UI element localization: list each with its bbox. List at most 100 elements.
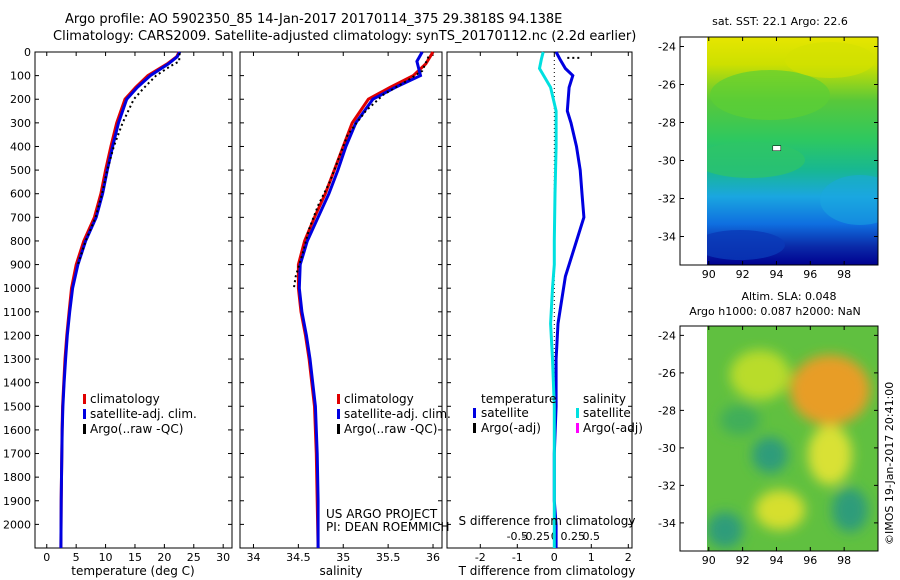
- y-tick-label: 1700: [3, 448, 31, 461]
- sla-title-line1: Altim. SLA: 0.048: [741, 290, 836, 303]
- header-line2: Climatology: CARS2009. Satellite-adjuste…: [53, 29, 637, 44]
- legend-label-s-argo: Argo(-adj): [583, 421, 643, 435]
- series-climatology: [59, 51, 181, 549]
- map-x-tick-label: 92: [736, 268, 750, 281]
- y-tick-label: 1100: [3, 306, 31, 319]
- y-tick-label: 1500: [3, 400, 31, 413]
- map-x-tick-label: 96: [803, 268, 817, 281]
- sla-map-image: [707, 326, 878, 551]
- legend-swatch-argo: [83, 424, 86, 434]
- y-tick-label: 1600: [3, 424, 31, 437]
- map-x-tick-label: 98: [837, 554, 851, 567]
- salinity-axes: [239, 51, 443, 549]
- x-tick-label: 35: [336, 551, 350, 564]
- legend-swatch-s-satellite: [576, 408, 579, 418]
- x-tick-label: 5: [73, 551, 80, 564]
- map-x-tick-label: 98: [837, 268, 851, 281]
- x-tick-label: -1: [512, 551, 523, 564]
- x-tick-label: 35.5: [376, 551, 401, 564]
- pi-annotation: PI: DEAN ROEMMICH: [326, 520, 449, 534]
- imos-credit: ©IMOS 19-Jan-2017 20:41:00: [883, 382, 896, 545]
- map-x-tick-label: 90: [702, 554, 716, 567]
- x-tick-label: 2: [625, 551, 632, 564]
- y-tick-label: 0: [24, 46, 31, 59]
- legend-label-climatology: climatology: [344, 392, 414, 406]
- y-tick-label: 500: [10, 164, 31, 177]
- legend-label-satellite: satellite-adj. clim.: [344, 407, 451, 421]
- project-annotation: US ARGO PROJECT: [326, 507, 438, 521]
- legend-swatch-t-satellite: [473, 408, 476, 418]
- y-tick-label: 1000: [3, 282, 31, 295]
- legend-swatch-climatology: [83, 394, 86, 404]
- x-tick-label: 25: [187, 551, 201, 564]
- sst-title: sat. SST: 22.1 Argo: 22.6: [712, 15, 848, 28]
- map-y-tick-label: -26: [658, 79, 676, 92]
- y-tick-label: 1200: [3, 329, 31, 342]
- y-tick-label: 300: [10, 117, 31, 130]
- map-x-tick-label: 90: [702, 268, 716, 281]
- map-y-tick-label: -28: [658, 117, 676, 130]
- x-tick-label: 15: [128, 551, 142, 564]
- y-tick-label: 1900: [3, 495, 31, 508]
- difference-legend: temperature salinity satellite Argo(-adj…: [473, 392, 643, 435]
- sst-map-image: [707, 37, 878, 265]
- legend-label-argo: Argo(..raw -QC): [344, 422, 437, 436]
- legend-label-argo: Argo(..raw -QC): [90, 422, 183, 436]
- temperature-xlabel: temperature (deg C): [71, 564, 194, 578]
- legend-swatch-t-argo: [473, 423, 476, 433]
- x-tick-label: 0: [551, 551, 558, 564]
- x-tick-label: 34: [246, 551, 260, 564]
- x-top-tick-label: -0.5: [507, 530, 528, 543]
- map-y-tick-label: -24: [658, 41, 676, 54]
- series-temperature-satellite: [552, 51, 586, 548]
- y-tick-label: 400: [10, 140, 31, 153]
- legend-group-salinity: salinity: [583, 392, 626, 406]
- legend-label-s-satellite: satellite: [583, 406, 631, 420]
- argo-position-marker: [772, 145, 782, 152]
- sla-title-line2: Argo h1000: 0.087 h2000: NaN: [689, 305, 861, 318]
- y-tick-label: 1800: [3, 471, 31, 484]
- y-tick-label: 700: [10, 211, 31, 224]
- y-tick-label: 600: [10, 188, 31, 201]
- salinity-legend: climatology satellite-adj. clim. Argo(..…: [337, 392, 451, 436]
- y-tick-label: 1300: [3, 353, 31, 366]
- legend-group-temperature: temperature: [481, 392, 556, 406]
- legend-swatch-satellite: [83, 409, 86, 419]
- x-top-tick-label: 0.5: [583, 530, 601, 543]
- sst-map-frame: [679, 36, 879, 266]
- map-x-tick-label: 94: [769, 268, 783, 281]
- y-tick-label: 900: [10, 259, 31, 272]
- x-top-tick-label: -0.25: [522, 530, 550, 543]
- legend-swatch-satellite: [337, 409, 340, 419]
- map-y-tick-label: -24: [658, 329, 676, 342]
- salinity-xlabel: salinity: [319, 564, 362, 578]
- difference-xlabel: T difference from climatology: [458, 564, 636, 578]
- sla-map-frame: [679, 325, 879, 552]
- x-tick-label: 10: [99, 551, 113, 564]
- map-x-tick-label: 92: [736, 554, 750, 567]
- map-y-tick-label: -30: [658, 442, 676, 455]
- y-tick-label: 1400: [3, 377, 31, 390]
- legend-label-satellite: satellite-adj. clim.: [90, 407, 197, 421]
- x-tick-label: 20: [157, 551, 171, 564]
- map-y-tick-label: -30: [658, 155, 676, 168]
- difference-xlabel-top: S difference from climatology: [459, 514, 636, 528]
- temperature-axes: [34, 51, 233, 549]
- temperature-legend: climatology satellite-adj. clim. Argo(..…: [83, 392, 197, 436]
- map-y-tick-label: -34: [658, 517, 676, 530]
- map-x-tick-label: 96: [803, 554, 817, 567]
- y-tick-label: 800: [10, 235, 31, 248]
- map-y-tick-label: -32: [658, 479, 676, 492]
- map-y-tick-label: -28: [658, 404, 676, 417]
- y-tick-label: 200: [10, 93, 31, 106]
- y-tick-label: 2000: [3, 518, 31, 531]
- y-tick-label: 100: [10, 70, 31, 83]
- x-tick-label: 0: [43, 551, 50, 564]
- series-argo-raw-qc: [292, 56, 430, 289]
- series-satellite-adj-clim: [59, 51, 182, 549]
- series-satellite-adj-clim: [297, 51, 424, 548]
- map-x-tick-label: 94: [769, 554, 783, 567]
- legend-label-climatology: climatology: [90, 392, 160, 406]
- x-tick-label: 34.5: [286, 551, 311, 564]
